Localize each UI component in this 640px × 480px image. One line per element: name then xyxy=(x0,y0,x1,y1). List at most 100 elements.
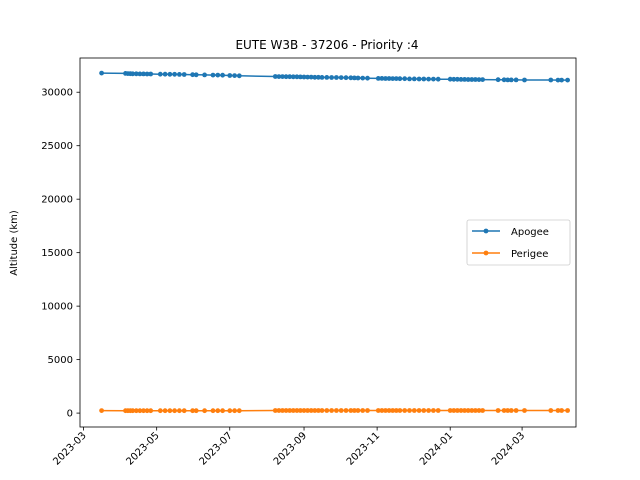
apogee-point xyxy=(476,77,482,82)
apogee-point xyxy=(379,76,385,81)
perigee-point xyxy=(416,408,422,413)
perigee-point xyxy=(435,408,441,413)
perigee-point xyxy=(144,408,150,414)
apogee-point xyxy=(130,71,136,77)
apogee-point xyxy=(334,75,339,80)
x-tick-label: 2024-03 xyxy=(490,430,527,467)
perigee-point xyxy=(458,408,464,413)
apogee-point xyxy=(365,75,370,81)
perigee-point xyxy=(365,408,370,413)
apogee-point xyxy=(305,74,310,80)
legend-perigee-label: Perigee xyxy=(511,249,548,260)
apogee-point xyxy=(177,72,182,77)
plot-frame xyxy=(79,57,577,428)
legend-apogee-label: Apogee xyxy=(511,227,549,238)
apogee-point xyxy=(193,72,199,78)
perigee-point xyxy=(324,408,330,413)
perigee-point xyxy=(308,408,314,413)
perigee-point xyxy=(232,408,238,414)
perigee-point xyxy=(343,408,349,413)
apogee-point xyxy=(172,71,178,77)
perigee-point xyxy=(167,408,173,414)
apogee-point xyxy=(148,71,154,77)
perigee-point xyxy=(130,408,136,414)
perigee-point xyxy=(411,408,417,413)
perigee-point xyxy=(202,408,208,414)
perigee-point xyxy=(137,408,143,414)
apogee-point xyxy=(144,71,150,77)
perigee-point xyxy=(476,408,482,413)
x-tick-label: 2023-05 xyxy=(124,430,161,467)
perigee-point xyxy=(227,408,233,414)
apogee-point xyxy=(276,74,282,79)
apogee-point xyxy=(431,76,436,82)
legend: Apogee Perigee xyxy=(466,219,571,266)
perigee-point xyxy=(407,408,412,413)
x-tick-label: 2023-09 xyxy=(272,430,309,467)
apogee-point xyxy=(548,77,554,83)
apogee-point xyxy=(338,75,344,80)
x-axis: 2023-03 2023-05 2023-07 2023-09 2023-11 2024-… xyxy=(51,427,527,468)
perigee-point xyxy=(402,408,408,413)
apogee-point xyxy=(308,74,314,80)
apogee-point xyxy=(407,76,412,82)
apogee-point xyxy=(272,74,278,79)
x-tick-label: 2023-11 xyxy=(345,430,382,467)
y-tick-label: 0 xyxy=(67,409,73,420)
perigee-point xyxy=(301,408,307,413)
perigee-point xyxy=(220,408,226,414)
perigee-point xyxy=(431,408,436,413)
perigee-point xyxy=(397,408,403,413)
legend-perigee-marker xyxy=(483,250,489,256)
apogee-point xyxy=(236,73,242,79)
legend-apogee-marker xyxy=(483,228,489,234)
perigee-point xyxy=(312,408,318,413)
apogee-point xyxy=(465,77,471,82)
apogee-point xyxy=(352,75,357,81)
perigee-point xyxy=(480,408,485,413)
apogee-point xyxy=(480,77,485,82)
perigee-point xyxy=(462,408,467,413)
perigee-point xyxy=(473,408,478,413)
apogee-point xyxy=(181,72,187,77)
perigee-point xyxy=(177,408,182,414)
apogee-point xyxy=(411,76,417,82)
perigee-point xyxy=(190,408,196,414)
apogee-point xyxy=(455,76,460,82)
perigee-point xyxy=(272,408,278,413)
apogee-point xyxy=(473,77,478,82)
apogee-point xyxy=(141,71,146,77)
apogee-point xyxy=(501,77,507,83)
perigee-point xyxy=(215,408,221,414)
apogee-point xyxy=(133,71,139,77)
perigee-point xyxy=(355,408,361,413)
y-tick-label: 5000 xyxy=(48,355,73,366)
apogee-point xyxy=(324,75,330,80)
perigee-point xyxy=(141,408,146,414)
x-tick-label: 2024-01 xyxy=(418,430,455,467)
perigee-point xyxy=(555,408,561,413)
perigee-point xyxy=(236,408,242,414)
perigee-point xyxy=(319,408,325,413)
perigee-point xyxy=(290,408,296,413)
perigee-point xyxy=(305,408,310,413)
apogee-point xyxy=(167,71,173,77)
perigee-point xyxy=(375,408,381,413)
perigee-point xyxy=(157,408,163,414)
perigee-point xyxy=(294,408,300,413)
perigee-point xyxy=(386,408,392,413)
apogee-point xyxy=(312,74,318,80)
apogee-point xyxy=(329,75,334,80)
perigee-point xyxy=(451,408,457,413)
apogee-point xyxy=(232,73,238,78)
perigee-point xyxy=(172,408,178,414)
perigee-point xyxy=(383,408,388,413)
perigee-point xyxy=(469,408,475,413)
apogee-point xyxy=(375,76,381,81)
apogee-point xyxy=(227,73,233,78)
perigee-point xyxy=(162,408,168,414)
apogee-point xyxy=(559,77,564,83)
perigee-point xyxy=(465,408,471,413)
y-tick-label: 20000 xyxy=(41,195,73,206)
